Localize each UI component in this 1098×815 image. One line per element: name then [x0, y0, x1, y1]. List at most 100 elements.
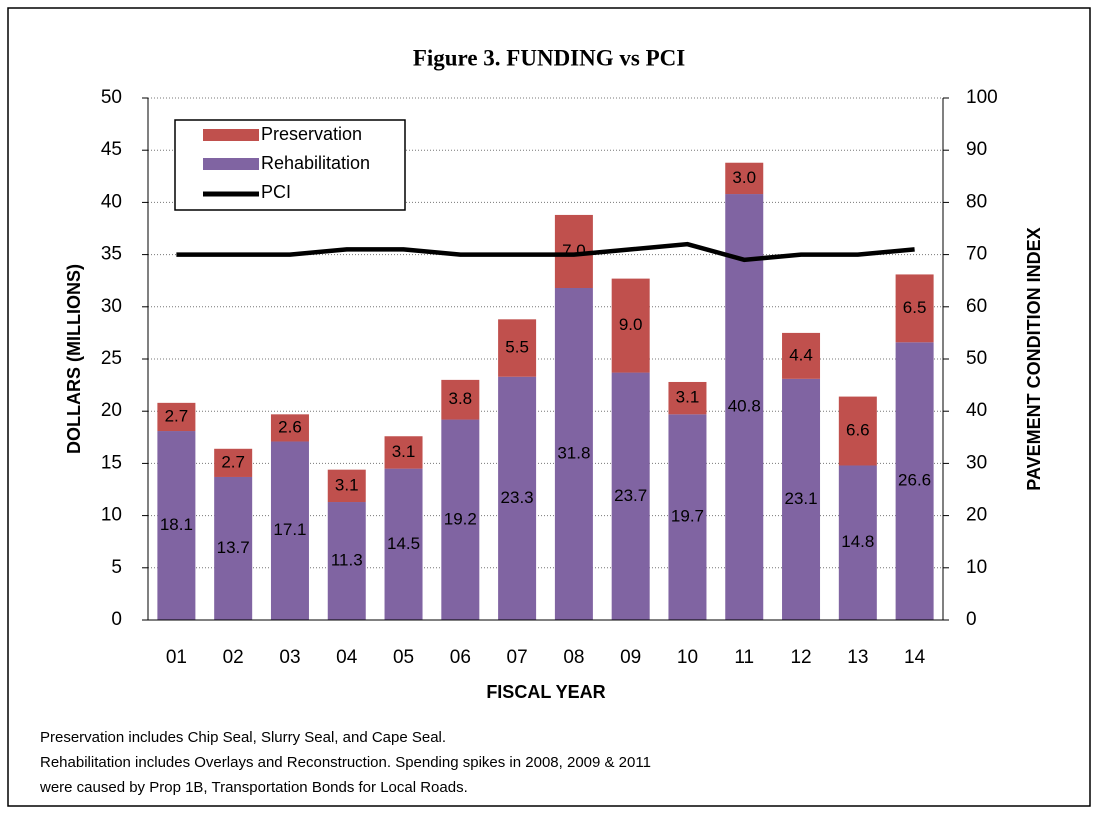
data-label: 17.1: [273, 520, 306, 539]
bar: [327, 502, 366, 620]
legend-label: Preservation: [261, 124, 362, 144]
data-label: 19.2: [444, 509, 477, 528]
data-label: 5.5: [505, 338, 529, 357]
bar: [838, 465, 877, 620]
data-label: 14.8: [841, 532, 874, 551]
y-tick-label: 25: [101, 348, 122, 369]
data-label: 3.1: [676, 388, 700, 407]
chart-title: Figure 3. FUNDING vs PCI: [413, 45, 685, 70]
data-label: 18.1: [160, 515, 193, 534]
y-tick-label: 30: [101, 296, 122, 317]
x-tick-label: 07: [507, 647, 528, 668]
data-label: 6.5: [903, 298, 927, 317]
x-tick-label: 02: [223, 647, 244, 668]
y-tick-label: 0: [111, 609, 122, 630]
x-tick-label: 05: [393, 647, 414, 668]
x-tick-label: 08: [563, 647, 584, 668]
x-tick-label: 09: [620, 647, 641, 668]
bar: [668, 381, 707, 415]
data-label: 14.5: [387, 534, 420, 553]
data-label: 23.3: [501, 488, 534, 507]
legend-label: Rehabilitation: [261, 153, 370, 173]
data-label: 9.0: [619, 315, 643, 334]
bar: [782, 332, 821, 379]
bar: [554, 288, 593, 620]
data-label: 31.8: [557, 443, 590, 462]
bar: [668, 414, 707, 620]
y2-tick-label: 30: [966, 452, 987, 473]
bar: [498, 376, 537, 620]
data-label: 2.7: [165, 406, 189, 425]
data-label: 11.3: [331, 550, 363, 569]
data-label: 19.7: [671, 507, 704, 526]
y2-tick-label: 40: [966, 400, 987, 421]
bar: [498, 319, 537, 377]
bar: [327, 469, 366, 503]
data-label: 23.7: [614, 486, 647, 505]
bar: [838, 396, 877, 466]
data-label: 3.0: [732, 168, 756, 187]
x-tick-label: 01: [166, 647, 187, 668]
data-label: 3.1: [335, 475, 359, 494]
data-label: 2.6: [278, 417, 302, 436]
data-label: 23.1: [784, 489, 817, 508]
data-label: 40.8: [728, 397, 761, 416]
bar: [895, 274, 934, 343]
bar: [270, 441, 309, 620]
bar: [157, 431, 196, 620]
x-tick-label: 04: [336, 647, 358, 668]
x-tick-label: 13: [847, 647, 868, 668]
bar: [441, 419, 480, 620]
bar: [157, 402, 196, 432]
data-label: 3.1: [392, 442, 416, 461]
y-axis-title: DOLLARS (MILLIONS): [64, 264, 84, 454]
bar: [611, 278, 650, 373]
bar: [895, 342, 934, 620]
data-label: 6.6: [846, 421, 870, 440]
data-label: 26.6: [898, 471, 931, 490]
y2-tick-label: 60: [966, 296, 987, 317]
y-tick-label: 40: [101, 191, 122, 212]
x-tick-label: 03: [279, 647, 300, 668]
bar: [611, 372, 650, 620]
x-tick-label: 12: [790, 647, 811, 668]
data-label: 7.0: [562, 241, 586, 260]
x-tick-label: 14: [904, 647, 926, 668]
y2-tick-label: 50: [966, 348, 987, 369]
y2-tick-label: 10: [966, 557, 987, 578]
x-tick-label: 11: [734, 647, 754, 668]
bar: [384, 436, 423, 469]
bar: [384, 468, 423, 620]
y-tick-label: 45: [101, 139, 122, 160]
y-tick-label: 10: [101, 505, 122, 526]
y-tick-label: 35: [101, 244, 122, 265]
data-label: 3.8: [449, 389, 473, 408]
x-axis-title: FISCAL YEAR: [486, 682, 605, 702]
y-tick-label: 20: [101, 400, 122, 421]
bar: [725, 194, 764, 620]
line: [176, 241, 915, 263]
legend-swatch: [203, 158, 259, 170]
legend-swatch: [203, 129, 259, 141]
bar: [441, 379, 480, 420]
x-tick-label: 06: [450, 647, 471, 668]
note: were caused by Prop 1B, Transportation B…: [39, 779, 468, 796]
y2-axis-title: PAVEMENT CONDITION INDEX: [1024, 227, 1044, 490]
y2-tick-label: 80: [966, 191, 987, 212]
y2-tick-label: 100: [966, 87, 998, 108]
x-tick-label: 10: [677, 647, 698, 668]
note: Preservation includes Chip Seal, Slurry …: [40, 729, 446, 746]
bar: [270, 414, 309, 442]
frame: [7, 7, 1091, 807]
note: Rehabilitation includes Overlays and Rec…: [40, 754, 651, 771]
bar: [214, 476, 253, 620]
y-tick-label: 50: [101, 87, 122, 108]
data-label: 2.7: [221, 452, 245, 471]
y2-tick-label: 20: [966, 505, 987, 526]
bar: [725, 162, 764, 195]
data-label: 13.7: [217, 538, 250, 557]
y2-tick-label: 70: [966, 244, 987, 265]
legend-label: PCI: [261, 182, 291, 202]
y-tick-label: 5: [111, 557, 122, 578]
